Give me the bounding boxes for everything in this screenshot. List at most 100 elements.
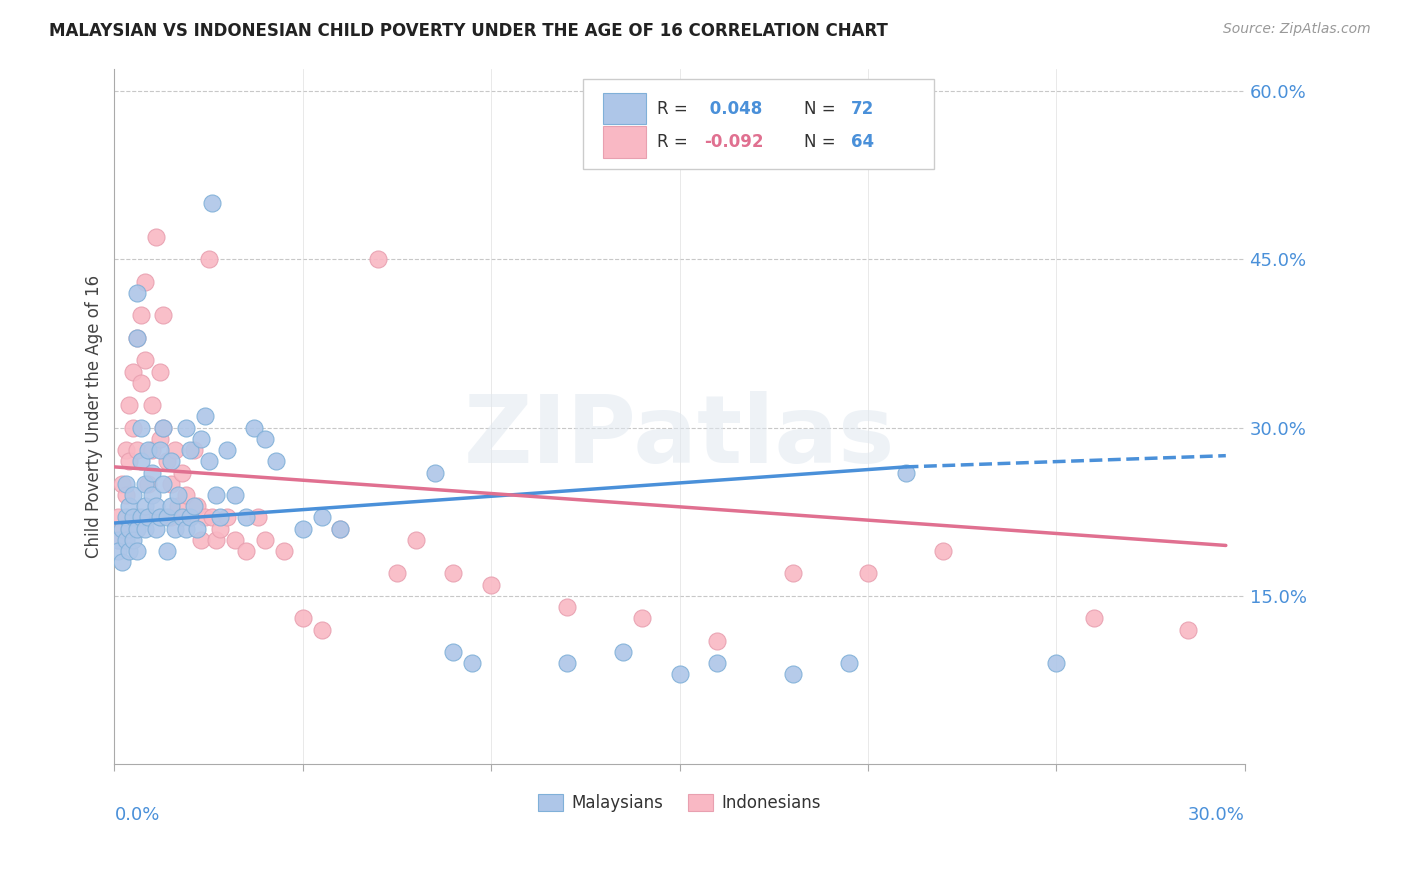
Point [243, 420, 266, 434]
Point [107, 533, 129, 547]
FancyBboxPatch shape [583, 79, 934, 169]
Point [631, 611, 654, 625]
Point [118, 454, 141, 468]
Text: MALAYSIAN VS INDONESIAN CHILD POVERTY UNDER THE AGE OF 16 CORRELATION CHART: MALAYSIAN VS INDONESIAN CHILD POVERTY UN… [49, 22, 889, 40]
Point [167, 499, 190, 513]
Point [208, 522, 231, 536]
Point [405, 533, 427, 547]
Point [186, 522, 208, 536]
Point [136, 443, 159, 458]
Point [118, 544, 141, 558]
Point [149, 510, 172, 524]
Text: R =: R = [657, 100, 693, 118]
Text: ZIPatlas: ZIPatlas [464, 392, 896, 483]
Point [423, 466, 446, 480]
Point [461, 657, 484, 671]
Point [555, 657, 578, 671]
Point [125, 510, 148, 524]
Point [311, 623, 333, 637]
Point [152, 309, 174, 323]
Point [122, 533, 145, 547]
Point [291, 611, 314, 625]
Point [217, 510, 239, 524]
Point [172, 466, 194, 480]
Point [311, 510, 333, 524]
Point [149, 432, 172, 446]
Point [118, 398, 141, 412]
Point [201, 510, 224, 524]
Point [367, 252, 389, 267]
Point [111, 476, 134, 491]
Point [894, 466, 917, 480]
Point [190, 533, 212, 547]
Point [205, 488, 228, 502]
Point [385, 566, 408, 581]
Point [194, 510, 217, 524]
Point [235, 544, 257, 558]
Point [197, 454, 219, 468]
Point [122, 420, 145, 434]
Point [134, 522, 156, 536]
Point [136, 510, 159, 524]
Point [856, 566, 879, 581]
Point [107, 510, 129, 524]
Point [254, 432, 277, 446]
Text: 0.048: 0.048 [704, 100, 762, 118]
Point [443, 645, 465, 659]
Point [224, 488, 246, 502]
Point [129, 376, 152, 390]
Point [163, 522, 186, 536]
Point [160, 476, 183, 491]
Point [782, 566, 804, 581]
Text: -0.092: -0.092 [704, 133, 763, 151]
Point [706, 633, 728, 648]
Point [190, 432, 212, 446]
Text: N =: N = [804, 133, 841, 151]
Point [167, 488, 190, 502]
Legend: Malaysians, Indonesians: Malaysians, Indonesians [531, 787, 828, 819]
Point [118, 499, 141, 513]
Point [114, 488, 136, 502]
Point [1083, 611, 1105, 625]
Point [107, 544, 129, 558]
Point [246, 510, 269, 524]
Point [205, 533, 228, 547]
Point [152, 476, 174, 491]
Point [122, 510, 145, 524]
Point [329, 522, 352, 536]
Point [136, 476, 159, 491]
Point [152, 420, 174, 434]
Point [114, 510, 136, 524]
Point [224, 533, 246, 547]
Point [838, 657, 860, 671]
Point [183, 499, 205, 513]
Point [443, 566, 465, 581]
Point [172, 510, 194, 524]
Point [122, 364, 145, 378]
Point [668, 667, 690, 681]
Point [111, 522, 134, 536]
Point [201, 196, 224, 211]
Bar [603, 93, 645, 124]
Point [156, 454, 179, 468]
Point [174, 522, 197, 536]
Point [136, 510, 159, 524]
Point [235, 510, 257, 524]
Point [111, 522, 134, 536]
Point [186, 499, 208, 513]
Point [479, 578, 502, 592]
Point [134, 499, 156, 513]
Point [163, 443, 186, 458]
Text: N =: N = [804, 100, 841, 118]
Point [179, 443, 201, 458]
Point [129, 510, 152, 524]
Point [782, 667, 804, 681]
Point [125, 285, 148, 300]
Point [197, 252, 219, 267]
Point [145, 230, 167, 244]
Bar [603, 127, 645, 158]
Point [149, 364, 172, 378]
Point [134, 476, 156, 491]
Point [149, 443, 172, 458]
Point [156, 510, 179, 524]
